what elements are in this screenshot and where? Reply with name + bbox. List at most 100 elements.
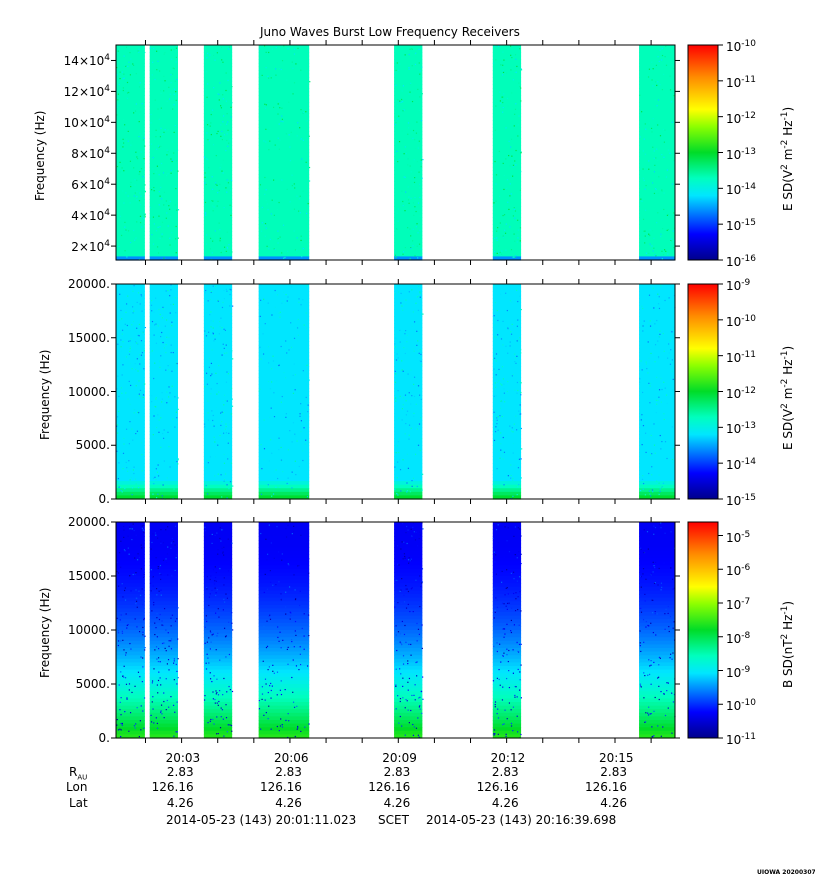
spectrogram-speckle — [308, 634, 310, 637]
spectrogram-speckle — [208, 604, 210, 607]
spectrogram-cell — [394, 637, 423, 642]
spectrogram-cell — [149, 177, 178, 182]
spectrogram-speckle — [220, 135, 222, 137]
spectrogram-speckle — [132, 312, 134, 314]
credit-label: UIOWA 20200307 — [757, 869, 815, 876]
spectrogram-speckle — [221, 326, 223, 329]
spectrogram-speckle — [520, 100, 522, 102]
spectrogram-cell — [492, 199, 522, 204]
spectrogram-speckle — [517, 135, 519, 137]
spectrogram-cell — [115, 430, 145, 436]
spectrogram-speckle — [412, 228, 414, 230]
spectrogram-cell — [639, 305, 675, 310]
spectrogram-speckle — [116, 388, 118, 390]
spectrogram-speckle — [505, 345, 507, 347]
spectrogram-cell — [492, 398, 522, 403]
spectrogram-speckle — [129, 403, 131, 405]
spectrogram-speckle — [291, 533, 293, 535]
spectrogram-speckle — [663, 156, 665, 158]
spectrogram-speckle — [209, 535, 211, 537]
spectrogram-speckle — [169, 200, 171, 203]
spectrogram-speckle — [222, 159, 225, 161]
spectrogram-speckle — [514, 113, 516, 115]
spectrogram-cell — [394, 601, 423, 606]
spectrogram-speckle — [659, 49, 661, 51]
spectrogram-speckle — [416, 428, 418, 430]
spectrogram-cell — [639, 316, 675, 321]
spectrogram-cell — [258, 640, 310, 645]
spectrogram-speckle — [173, 488, 175, 490]
spectrogram-speckle — [413, 350, 415, 352]
colorbar-title-unit: Hz — [781, 358, 795, 379]
spectrogram-speckle — [209, 578, 211, 581]
spectrogram-cell — [115, 148, 145, 154]
spectrogram-speckle — [500, 432, 502, 434]
spectrogram-cell — [394, 702, 423, 707]
spectrogram-speckle — [514, 526, 517, 528]
spectrogram-speckle — [150, 45, 152, 47]
spectrogram-speckle — [260, 728, 262, 730]
spectrogram-speckle — [303, 648, 305, 650]
spectrogram-speckle — [158, 590, 160, 592]
spectrogram-cell — [149, 666, 178, 671]
spectrogram-speckle — [657, 99, 660, 101]
spectrogram-speckle — [414, 297, 416, 299]
spectrogram-speckle — [287, 646, 289, 648]
spectrogram-speckle — [519, 337, 521, 339]
spectrogram-speckle — [159, 90, 162, 92]
panel1-data-block — [492, 45, 523, 261]
spectrogram-speckle — [403, 553, 406, 555]
spectrogram-speckle — [308, 135, 310, 137]
spectrogram-cell — [639, 590, 675, 595]
spectrogram-speckle — [135, 73, 137, 75]
spectrogram-speckle — [509, 341, 511, 343]
spectrogram-cell — [203, 684, 233, 689]
spectrogram-speckle — [174, 711, 176, 713]
spectrogram-speckle — [497, 252, 499, 255]
spectrogram-speckle — [285, 719, 287, 722]
spectrogram-speckle — [517, 467, 520, 469]
spectrogram-speckle — [204, 563, 206, 565]
spectrogram-cell — [258, 702, 310, 707]
spectrogram-speckle — [156, 69, 158, 71]
spectrogram-speckle — [419, 183, 421, 186]
spectrogram-cell — [149, 95, 178, 100]
spectrogram-cell — [639, 452, 675, 457]
spectrogram-cell — [394, 242, 423, 247]
spectrogram-speckle — [131, 141, 134, 143]
spectrogram-speckle — [278, 68, 280, 70]
spectrogram-speckle — [265, 128, 267, 130]
spectrogram-cell — [258, 687, 310, 692]
spectrogram-speckle — [216, 382, 218, 385]
spectrogram-speckle — [293, 208, 296, 210]
spectrogram-speckle — [421, 712, 423, 715]
spectrogram-cell — [115, 152, 145, 157]
spectrogram-cell — [149, 227, 178, 232]
spectrogram-speckle — [150, 143, 153, 145]
spectrogram-speckle — [272, 670, 274, 672]
spectrogram-speckle — [141, 226, 143, 228]
spectrogram-speckle — [296, 135, 298, 137]
spectrogram-speckle — [658, 656, 661, 659]
spectrogram-speckle — [499, 368, 501, 370]
spectrogram-cell — [492, 91, 522, 96]
spectrogram-cell — [115, 59, 145, 64]
spectrogram-speckle — [263, 625, 265, 627]
spectrogram-cell — [639, 66, 675, 71]
spectrogram-speckle — [262, 353, 265, 355]
spectrogram-speckle — [398, 438, 400, 440]
spectrogram-cell — [394, 134, 423, 139]
spectrogram-speckle — [176, 432, 178, 434]
spectrogram-speckle — [639, 536, 642, 538]
spectrogram-speckle — [513, 571, 515, 573]
spectrogram-speckle — [268, 51, 270, 54]
spectrogram-speckle — [301, 256, 303, 258]
spectrogram-speckle — [289, 160, 292, 162]
spectrogram-speckle — [405, 303, 407, 305]
ytick-mantissa: 2×10 — [71, 240, 105, 255]
spectrogram-speckle — [151, 541, 153, 544]
spectrogram-speckle — [421, 647, 423, 650]
spectrogram-speckle — [655, 255, 657, 257]
spectrogram-speckle — [307, 411, 309, 413]
spectrogram-speckle — [229, 689, 231, 691]
